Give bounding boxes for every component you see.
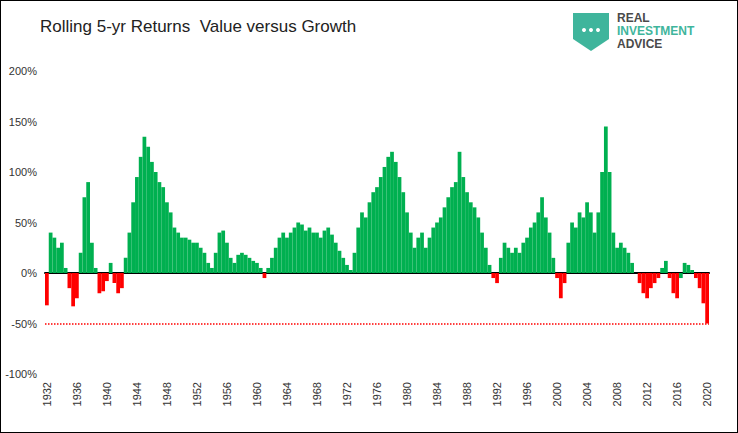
svg-text:2016: 2016 [671,382,683,406]
svg-text:1972: 1972 [341,382,353,406]
svg-text:1992: 1992 [491,382,503,406]
svg-text:1952: 1952 [191,382,203,406]
svg-text:1964: 1964 [281,382,293,406]
svg-text:1940: 1940 [101,382,113,406]
svg-text:-50%: -50% [11,318,37,330]
svg-text:Rolling 5-yr Returns Value ve: Rolling 5-yr Returns Value versus Growth [40,17,356,36]
svg-text:1996: 1996 [521,382,533,406]
svg-text:1948: 1948 [161,382,173,406]
svg-text:50%: 50% [15,217,37,229]
svg-text:2004: 2004 [581,382,593,406]
svg-text:0%: 0% [21,267,37,279]
svg-text:-100%: -100% [5,368,37,380]
svg-text:200%: 200% [9,65,37,77]
svg-text:INVESTMENT: INVESTMENT [617,24,695,38]
svg-text:2012: 2012 [641,382,653,406]
svg-text:REAL: REAL [617,11,650,25]
svg-text:1984: 1984 [431,382,443,406]
svg-text:2008: 2008 [611,382,623,406]
svg-text:1968: 1968 [311,382,323,406]
svg-text:2020: 2020 [701,382,713,406]
svg-text:1980: 1980 [401,382,413,406]
svg-text:ADVICE: ADVICE [617,37,662,51]
svg-text:1988: 1988 [461,382,473,406]
svg-text:150%: 150% [9,116,37,128]
svg-text:1944: 1944 [131,382,143,406]
svg-text:1932: 1932 [41,382,53,406]
svg-text:2000: 2000 [551,382,563,406]
svg-text:100%: 100% [9,166,37,178]
svg-text:1936: 1936 [71,382,83,406]
svg-text:1956: 1956 [221,382,233,406]
svg-text:1976: 1976 [371,382,383,406]
svg-text:1960: 1960 [251,382,263,406]
